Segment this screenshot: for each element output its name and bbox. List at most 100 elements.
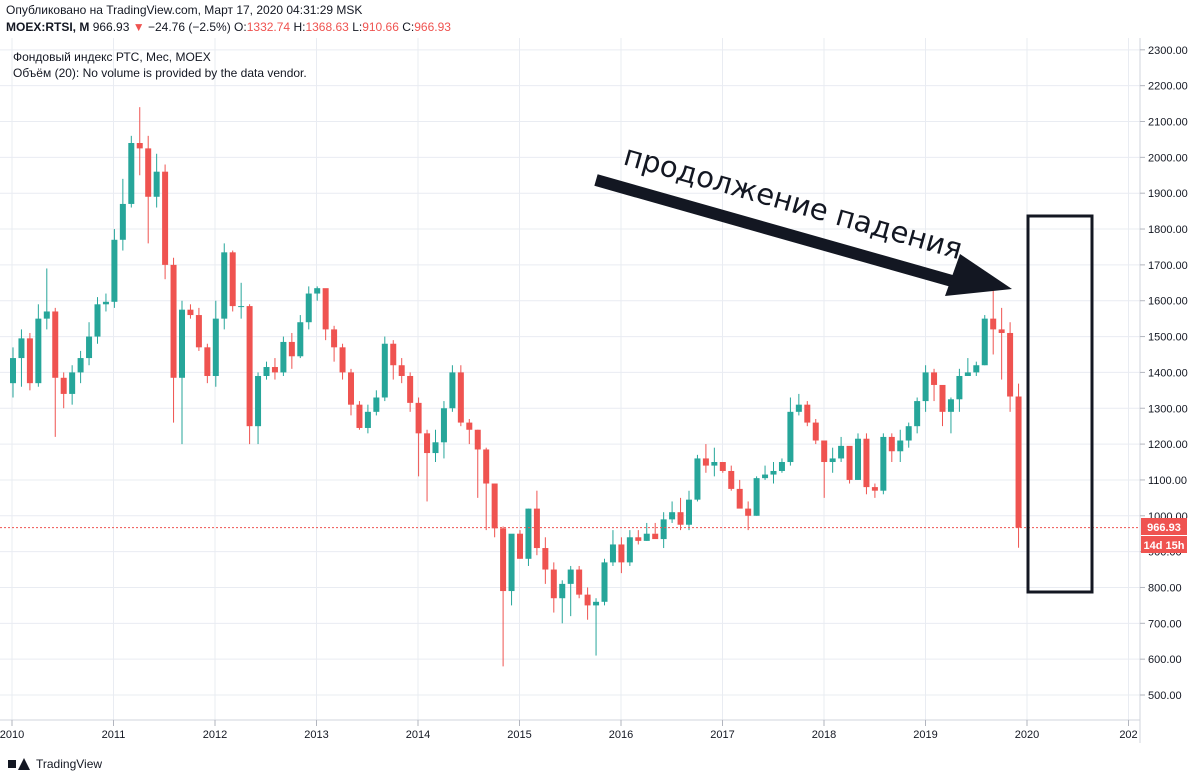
candle <box>990 282 997 355</box>
candle-body <box>255 375 262 427</box>
x-tick-label: 2013 <box>304 729 328 741</box>
candle <box>626 530 633 566</box>
candle-body <box>829 458 836 463</box>
x-tick-label: 2020 <box>1015 729 1039 741</box>
candle <box>762 465 769 480</box>
candle-body <box>694 458 701 500</box>
candle-body <box>474 429 481 450</box>
candle-body <box>356 404 363 428</box>
candle-body <box>26 338 33 384</box>
candle <box>652 522 659 540</box>
candle <box>60 372 67 409</box>
ohlc-readout: MOEX:RTSI, M 966.93 ▼ −24.76 (−2.5%) O:1… <box>6 20 451 34</box>
down-arrow-icon: ▼ <box>132 20 145 34</box>
candle <box>846 445 853 484</box>
candle <box>153 153 160 208</box>
candle-body <box>736 488 743 509</box>
price-axis[interactable]: 500.00600.00700.00800.00900.001000.00110… <box>1140 45 1188 702</box>
candle-body <box>652 533 659 540</box>
candle-body <box>187 309 194 316</box>
candle <box>542 537 549 584</box>
candle-body <box>618 544 625 563</box>
candle <box>711 447 718 477</box>
candle-body <box>229 252 236 307</box>
candle <box>288 332 295 369</box>
candle-body <box>263 367 270 376</box>
candle-body <box>128 143 135 204</box>
candle <box>694 454 701 502</box>
candle <box>348 368 354 416</box>
last-price: 966.93 <box>92 20 130 34</box>
candle <box>601 558 608 606</box>
candle <box>195 307 202 351</box>
candle <box>69 365 76 405</box>
x-tick-label: 2011 <box>102 729 126 741</box>
candle-body <box>136 143 143 149</box>
candle-body <box>533 508 540 549</box>
candle-body <box>838 445 845 459</box>
candle <box>263 361 270 380</box>
candle-body <box>348 372 354 405</box>
candle <box>305 286 312 330</box>
candle-body <box>550 569 557 599</box>
candle-body <box>491 483 498 529</box>
candle <box>10 347 16 398</box>
candlestick-chart[interactable]: 500.00600.00700.00800.00900.001000.00110… <box>0 38 1200 743</box>
candle <box>35 304 42 387</box>
candle <box>297 315 304 359</box>
candle-body <box>508 533 515 592</box>
candle <box>390 340 397 380</box>
candle-body <box>373 397 380 412</box>
time-tag: 14d 15h <box>1144 540 1185 552</box>
chart-legend-title: Фондовый индекс РТС, Мес, MOEX <box>13 50 211 64</box>
tradingview-logo-icon <box>8 758 30 770</box>
brand-label: TradingView <box>36 757 103 771</box>
y-tick-label: 1600.00 <box>1148 296 1188 308</box>
candle-body <box>787 411 794 463</box>
candle-body <box>863 438 870 488</box>
candle-body <box>390 343 397 366</box>
candle-body <box>18 338 25 359</box>
candle <box>812 419 819 445</box>
time-axis[interactable]: 2010 2011 2012 2013 2014 2015 2016 2017 2018 2019… <box>0 720 1138 741</box>
candle-body <box>381 343 388 398</box>
symbol-label: MOEX:RTSI, M <box>6 20 90 34</box>
x-tick-label: 2012 <box>203 729 227 741</box>
candle <box>677 497 684 531</box>
candle <box>559 580 566 624</box>
candle-body <box>246 306 253 427</box>
highlight-box <box>1026 214 1094 594</box>
annotation-arrow-head <box>945 254 1012 296</box>
candle <box>221 243 228 330</box>
y-tick-label: 500.00 <box>1148 690 1182 702</box>
low-label: L: <box>352 20 363 34</box>
x-tick-label: 2019 <box>913 729 937 741</box>
candle-body <box>271 367 278 373</box>
candle <box>145 135 152 244</box>
candle-body <box>812 422 819 441</box>
candle <box>567 565 574 617</box>
y-tick-label: 2100.00 <box>1148 117 1188 129</box>
volume-legend: Объём (20): No volume is provided by the… <box>13 66 307 80</box>
candle-body <box>601 562 608 602</box>
candle <box>483 447 490 531</box>
candle-body <box>795 404 802 412</box>
candle <box>795 393 802 416</box>
candle-body <box>398 365 405 376</box>
candle-body <box>745 508 752 516</box>
y-tick-label: 600.00 <box>1148 654 1182 666</box>
candle <box>829 447 836 473</box>
candle-body <box>677 512 684 525</box>
candle-body <box>998 329 1005 333</box>
candle-body <box>424 433 431 454</box>
candle <box>947 397 954 434</box>
candle-body <box>517 533 523 559</box>
candle-body <box>719 462 726 471</box>
candle-body <box>238 306 245 308</box>
candle <box>533 490 540 556</box>
candle-body <box>145 148 152 197</box>
candle <box>1007 322 1014 412</box>
candle <box>440 401 447 459</box>
candle-body <box>897 440 904 452</box>
close-label: C: <box>402 20 415 34</box>
